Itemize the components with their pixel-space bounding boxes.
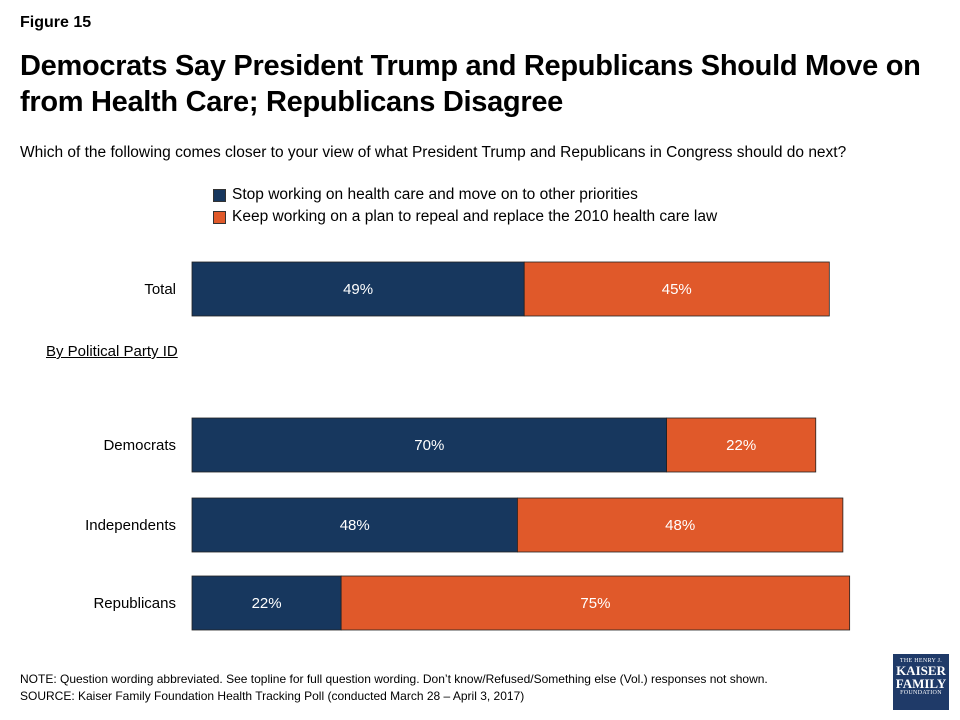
bar-stop-total (191, 261, 525, 317)
bar-stop-democrats (191, 417, 668, 473)
category-label-republicans: Republicans (93, 595, 176, 612)
note-text: NOTE: Question wording abbreviated. See … (20, 672, 768, 686)
category-label-democrats: Democrats (103, 437, 176, 454)
bar-stop-republicans (191, 575, 342, 631)
logo-line-3: FAMILY (895, 676, 947, 691)
bar-keep-independents (517, 497, 844, 553)
legend-item-keep: Keep working on a plan to repeal and rep… (213, 206, 717, 228)
legend-label-keep: Keep working on a plan to repeal and rep… (232, 208, 718, 225)
chart-subtitle: Which of the following comes closer to y… (20, 144, 847, 161)
legend-swatch-stop (213, 188, 226, 202)
bar-keep-republicans (340, 575, 851, 631)
category-label-total: Total (144, 281, 176, 298)
bar-keep-democrats (666, 417, 817, 473)
legend: Stop working on health care and move on … (213, 184, 717, 228)
section-label-party: By Political Party ID (46, 343, 178, 360)
logo-line-2: KAISER (896, 663, 946, 678)
data-label-stop-total: 49% (343, 281, 373, 298)
data-label-keep-republicans: 75% (580, 595, 610, 612)
data-label-stop-republicans: 22% (252, 595, 282, 612)
legend-item-stop: Stop working on health care and move on … (213, 184, 717, 206)
logo-line-4: FOUNDATION (900, 690, 942, 696)
legend-swatch-keep (213, 210, 226, 224)
source-text: SOURCE: Kaiser Family Foundation Health … (20, 689, 525, 703)
category-label-independents: Independents (85, 517, 176, 534)
data-label-keep-democrats: 22% (726, 437, 756, 454)
bar-stop-independents (191, 497, 518, 553)
chart-title: Democrats Say President Trump and Republ… (20, 50, 921, 118)
kff-logo: THE HENRY J. KAISER FAMILY FOUNDATION (893, 654, 949, 710)
figure-label: Figure 15 (20, 14, 92, 31)
footnote: NOTE: Question wording abbreviated. See … (20, 671, 768, 705)
legend-label-stop: Stop working on health care and move on … (232, 186, 638, 203)
data-label-keep-total: 45% (662, 281, 692, 298)
data-label-stop-democrats: 70% (414, 437, 444, 454)
logo-line-1: THE HENRY J. (899, 658, 943, 664)
bar-keep-total (523, 261, 830, 317)
data-label-keep-independents: 48% (665, 517, 695, 534)
data-label-stop-independents: 48% (340, 517, 370, 534)
